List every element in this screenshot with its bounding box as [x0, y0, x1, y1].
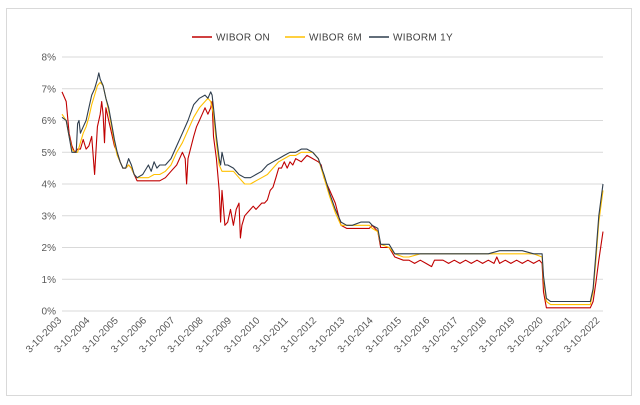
- y-tick-label: 3%: [42, 211, 57, 222]
- y-tick-label: 6%: [42, 116, 57, 127]
- y-tick-label: 7%: [42, 84, 57, 95]
- series-line-2: [61, 81, 604, 306]
- series-lines: [61, 72, 604, 309]
- y-tick-label: 8%: [42, 53, 57, 64]
- y-axis-ticks: 0% 1% 2% 3% 4% 5% 6% 7% 8%: [42, 53, 57, 318]
- gridlines: [62, 56, 603, 312]
- chart-frame: [6, 8, 632, 396]
- legend-label: WIBOR 6M: [309, 33, 362, 44]
- y-tick-label: 4%: [42, 180, 57, 191]
- legend-label: WIBORM 1Y: [393, 33, 453, 44]
- y-tick-label: 2%: [42, 243, 57, 254]
- y-tick-label: 1%: [42, 275, 57, 286]
- y-tick-label: 5%: [42, 148, 57, 159]
- legend: WIBOR ON WIBOR 6M WIBORM 1Y: [192, 33, 453, 44]
- x-axis-ticks: 3-10-20033-10-20043-10-20053-10-20063-10…: [24, 315, 602, 355]
- y-tick-label: 0%: [42, 307, 57, 318]
- series-line-3: [61, 72, 604, 303]
- legend-label: WIBOR ON: [216, 33, 270, 44]
